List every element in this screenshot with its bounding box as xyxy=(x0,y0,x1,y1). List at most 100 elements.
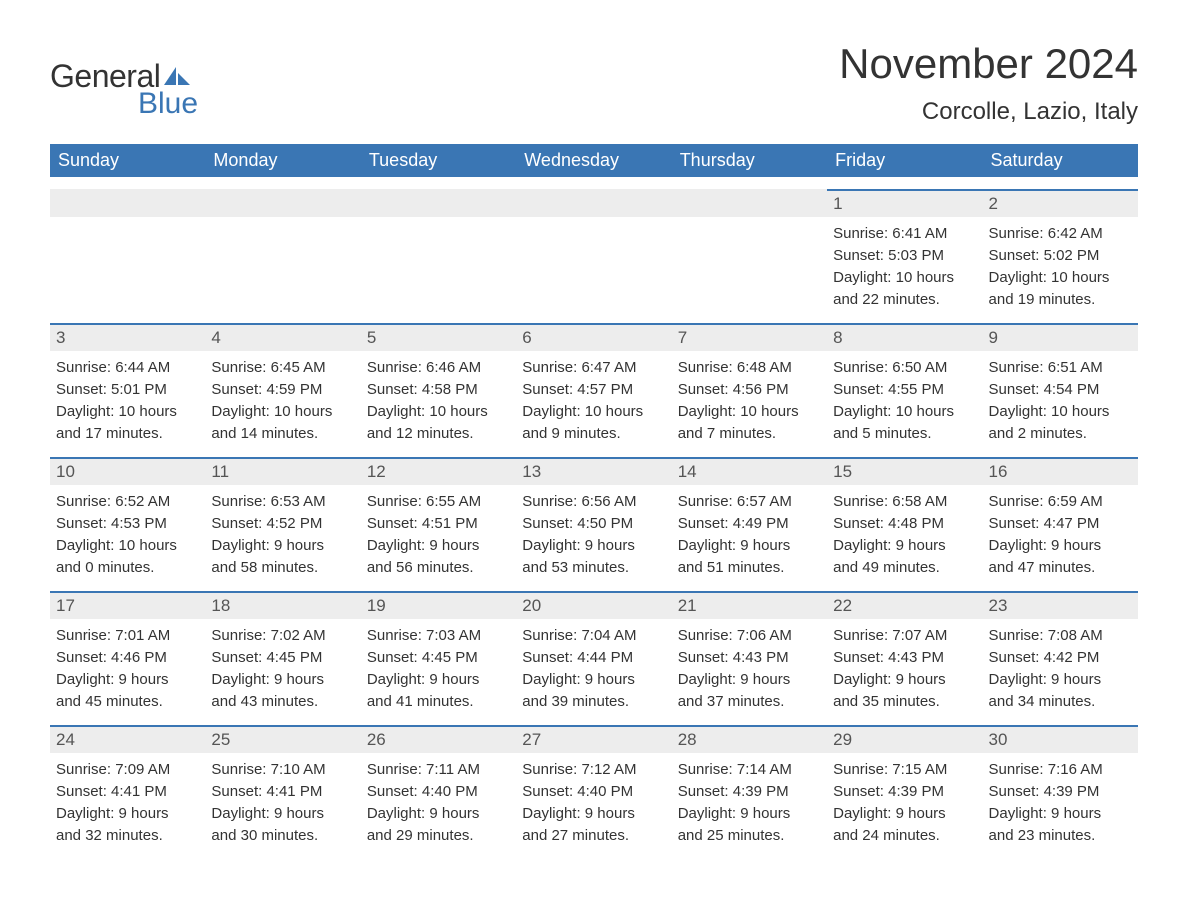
day-number xyxy=(516,189,671,217)
daylight-text-1: Daylight: 10 hours xyxy=(522,401,665,422)
sunrise-text: Sunrise: 6:41 AM xyxy=(833,223,976,244)
sunset-text: Sunset: 5:01 PM xyxy=(56,379,199,400)
day-content: Sunrise: 7:07 AMSunset: 4:43 PMDaylight:… xyxy=(827,619,982,712)
day-number xyxy=(361,189,516,217)
sunrise-text: Sunrise: 6:46 AM xyxy=(367,357,510,378)
sunset-text: Sunset: 4:41 PM xyxy=(56,781,199,802)
day-number: 23 xyxy=(983,591,1138,619)
day-cell: 22Sunrise: 7:07 AMSunset: 4:43 PMDayligh… xyxy=(827,591,982,713)
day-content: Sunrise: 7:16 AMSunset: 4:39 PMDaylight:… xyxy=(983,753,1138,846)
day-cell xyxy=(205,189,360,311)
day-header: Wednesday xyxy=(516,144,671,177)
daylight-text-1: Daylight: 10 hours xyxy=(833,267,976,288)
day-number xyxy=(205,189,360,217)
sunset-text: Sunset: 5:02 PM xyxy=(989,245,1132,266)
day-content: Sunrise: 7:06 AMSunset: 4:43 PMDaylight:… xyxy=(672,619,827,712)
week-row: 17Sunrise: 7:01 AMSunset: 4:46 PMDayligh… xyxy=(50,591,1138,713)
daylight-text-1: Daylight: 9 hours xyxy=(989,803,1132,824)
sunset-text: Sunset: 4:41 PM xyxy=(211,781,354,802)
day-content: Sunrise: 7:10 AMSunset: 4:41 PMDaylight:… xyxy=(205,753,360,846)
daylight-text-1: Daylight: 10 hours xyxy=(833,401,976,422)
day-cell: 26Sunrise: 7:11 AMSunset: 4:40 PMDayligh… xyxy=(361,725,516,847)
daylight-text-2: and 45 minutes. xyxy=(56,691,199,712)
daylight-text-1: Daylight: 10 hours xyxy=(56,535,199,556)
day-cell: 24Sunrise: 7:09 AMSunset: 4:41 PMDayligh… xyxy=(50,725,205,847)
week-row: 3Sunrise: 6:44 AMSunset: 5:01 PMDaylight… xyxy=(50,323,1138,445)
day-content: Sunrise: 6:46 AMSunset: 4:58 PMDaylight:… xyxy=(361,351,516,444)
sunrise-text: Sunrise: 6:50 AM xyxy=(833,357,976,378)
day-cell: 3Sunrise: 6:44 AMSunset: 5:01 PMDaylight… xyxy=(50,323,205,445)
sunrise-text: Sunrise: 6:58 AM xyxy=(833,491,976,512)
day-cell: 10Sunrise: 6:52 AMSunset: 4:53 PMDayligh… xyxy=(50,457,205,579)
day-header: Monday xyxy=(205,144,360,177)
sunrise-text: Sunrise: 7:01 AM xyxy=(56,625,199,646)
day-number: 16 xyxy=(983,457,1138,485)
day-content: Sunrise: 6:56 AMSunset: 4:50 PMDaylight:… xyxy=(516,485,671,578)
sunset-text: Sunset: 4:52 PM xyxy=(211,513,354,534)
daylight-text-2: and 53 minutes. xyxy=(522,557,665,578)
sunrise-text: Sunrise: 7:09 AM xyxy=(56,759,199,780)
sunset-text: Sunset: 4:55 PM xyxy=(833,379,976,400)
day-number: 22 xyxy=(827,591,982,619)
day-cell: 27Sunrise: 7:12 AMSunset: 4:40 PMDayligh… xyxy=(516,725,671,847)
sunset-text: Sunset: 4:47 PM xyxy=(989,513,1132,534)
sunset-text: Sunset: 4:44 PM xyxy=(522,647,665,668)
sunset-text: Sunset: 4:58 PM xyxy=(367,379,510,400)
day-number xyxy=(50,189,205,217)
daylight-text-1: Daylight: 9 hours xyxy=(367,669,510,690)
sunrise-text: Sunrise: 6:48 AM xyxy=(678,357,821,378)
day-cell xyxy=(50,189,205,311)
sunset-text: Sunset: 4:39 PM xyxy=(833,781,976,802)
daylight-text-1: Daylight: 10 hours xyxy=(211,401,354,422)
day-number: 2 xyxy=(983,189,1138,217)
month-title: November 2024 xyxy=(839,40,1138,88)
day-cell: 8 Sunrise: 6:50 AMSunset: 4:55 PMDaylight… xyxy=(827,323,982,445)
daylight-text-1: Daylight: 9 hours xyxy=(833,535,976,556)
sunrise-text: Sunrise: 7:12 AM xyxy=(522,759,665,780)
daylight-text-2: and 19 minutes. xyxy=(989,289,1132,310)
sunrise-text: Sunrise: 6:45 AM xyxy=(211,357,354,378)
day-cell: 4 Sunrise: 6:45 AMSunset: 4:59 PMDaylight… xyxy=(205,323,360,445)
sunset-text: Sunset: 4:59 PM xyxy=(211,379,354,400)
sunrise-text: Sunrise: 6:52 AM xyxy=(56,491,199,512)
daylight-text-1: Daylight: 9 hours xyxy=(211,535,354,556)
day-number: 25 xyxy=(205,725,360,753)
sunrise-text: Sunrise: 7:04 AM xyxy=(522,625,665,646)
sunset-text: Sunset: 4:40 PM xyxy=(522,781,665,802)
daylight-text-1: Daylight: 9 hours xyxy=(56,669,199,690)
sunset-text: Sunset: 4:54 PM xyxy=(989,379,1132,400)
daylight-text-2: and 29 minutes. xyxy=(367,825,510,846)
daylight-text-2: and 27 minutes. xyxy=(522,825,665,846)
sunset-text: Sunset: 4:48 PM xyxy=(833,513,976,534)
day-cell: 14Sunrise: 6:57 AMSunset: 4:49 PMDayligh… xyxy=(672,457,827,579)
day-number: 3 xyxy=(50,323,205,351)
day-number: 30 xyxy=(983,725,1138,753)
daylight-text-1: Daylight: 9 hours xyxy=(678,803,821,824)
daylight-text-1: Daylight: 9 hours xyxy=(367,535,510,556)
day-cell: 19Sunrise: 7:03 AMSunset: 4:45 PMDayligh… xyxy=(361,591,516,713)
day-number: 21 xyxy=(672,591,827,619)
day-number: 15 xyxy=(827,457,982,485)
sunrise-text: Sunrise: 7:16 AM xyxy=(989,759,1132,780)
daylight-text-1: Daylight: 9 hours xyxy=(522,803,665,824)
day-header: Tuesday xyxy=(361,144,516,177)
daylight-text-2: and 12 minutes. xyxy=(367,423,510,444)
daylight-text-2: and 22 minutes. xyxy=(833,289,976,310)
sunrise-text: Sunrise: 7:14 AM xyxy=(678,759,821,780)
day-header-row: SundayMondayTuesdayWednesdayThursdayFrid… xyxy=(50,144,1138,177)
day-content: Sunrise: 6:42 AMSunset: 5:02 PMDaylight:… xyxy=(983,217,1138,310)
day-content: Sunrise: 6:48 AMSunset: 4:56 PMDaylight:… xyxy=(672,351,827,444)
day-content: Sunrise: 6:47 AMSunset: 4:57 PMDaylight:… xyxy=(516,351,671,444)
day-number: 8 xyxy=(827,323,982,351)
day-cell xyxy=(516,189,671,311)
day-content: Sunrise: 6:52 AMSunset: 4:53 PMDaylight:… xyxy=(50,485,205,578)
day-cell: 30Sunrise: 7:16 AMSunset: 4:39 PMDayligh… xyxy=(983,725,1138,847)
sunset-text: Sunset: 4:40 PM xyxy=(367,781,510,802)
week-row: 24Sunrise: 7:09 AMSunset: 4:41 PMDayligh… xyxy=(50,725,1138,847)
sunset-text: Sunset: 4:39 PM xyxy=(989,781,1132,802)
sunset-text: Sunset: 4:43 PM xyxy=(833,647,976,668)
day-cell: 11Sunrise: 6:53 AMSunset: 4:52 PMDayligh… xyxy=(205,457,360,579)
day-cell: 5Sunrise: 6:46 AMSunset: 4:58 PMDaylight… xyxy=(361,323,516,445)
sunrise-text: Sunrise: 6:47 AM xyxy=(522,357,665,378)
day-number: 4 xyxy=(205,323,360,351)
